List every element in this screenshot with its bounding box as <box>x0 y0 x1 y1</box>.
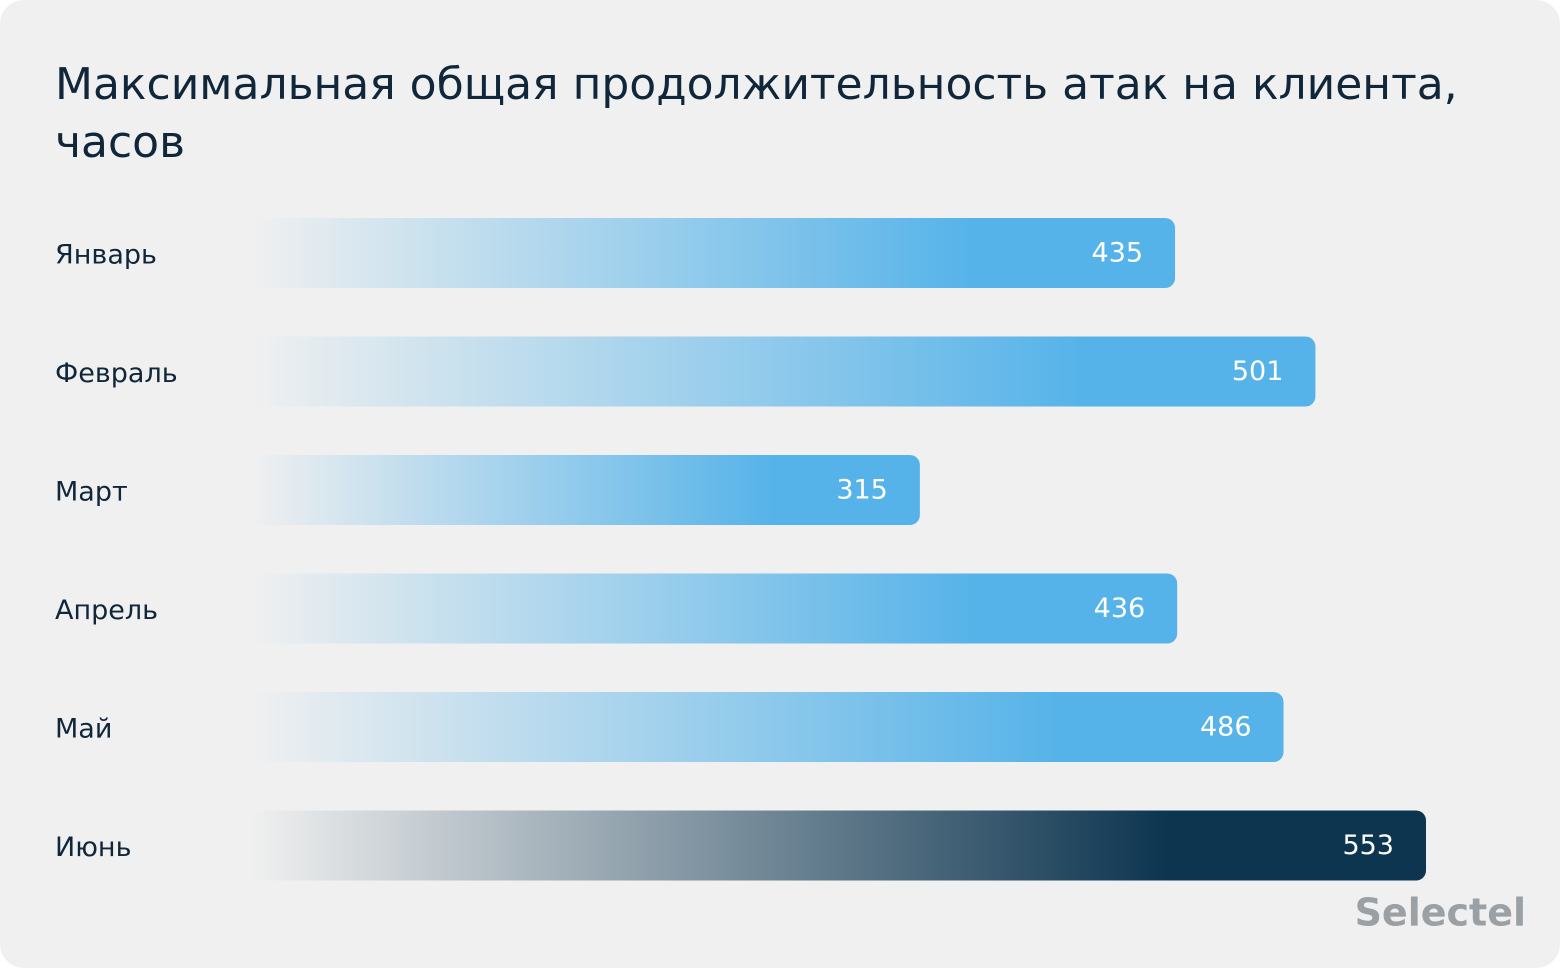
logo: Selectel <box>1355 891 1526 935</box>
category-label: Январь <box>55 240 157 271</box>
bar <box>250 455 920 525</box>
category-label: Май <box>55 714 112 745</box>
bar <box>250 336 1316 407</box>
value-label: 315 <box>836 475 888 506</box>
category-label: Март <box>55 477 128 508</box>
chart-title: Максимальная общая продолжительность ата… <box>55 59 1458 110</box>
value-label: 486 <box>1200 712 1252 743</box>
chart-title: часов <box>55 117 185 168</box>
category-label: Апрель <box>55 595 158 626</box>
category-label: Февраль <box>55 358 178 389</box>
category-label: Июнь <box>55 832 132 863</box>
bar <box>250 218 1176 288</box>
value-label: 501 <box>1232 356 1284 387</box>
value-label: 435 <box>1092 238 1144 269</box>
bar <box>250 810 1426 881</box>
value-label: 553 <box>1342 830 1394 861</box>
bar <box>250 692 1284 762</box>
value-label: 436 <box>1094 593 1146 624</box>
bar <box>250 573 1178 644</box>
